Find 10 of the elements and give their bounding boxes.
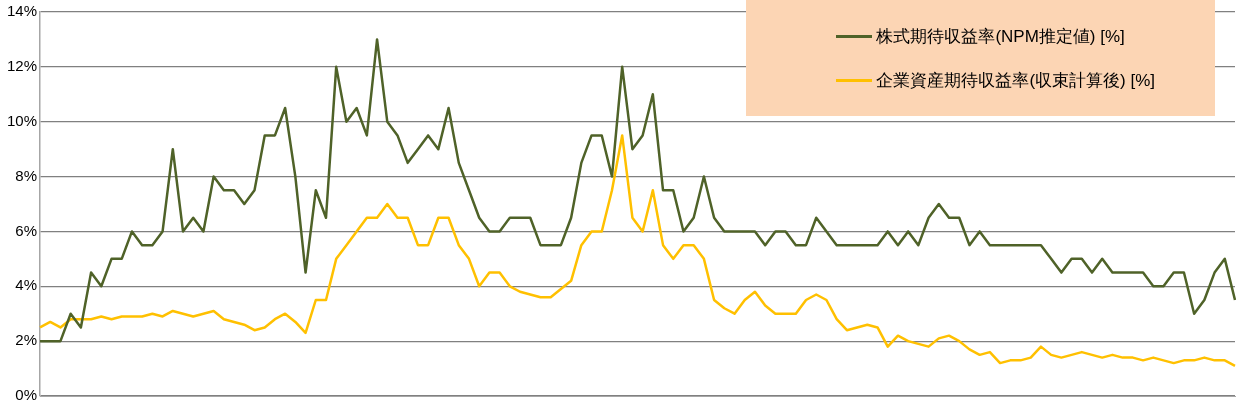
y-tick-label: 8%	[15, 166, 38, 184]
y-tick-label: 6%	[15, 221, 38, 239]
y-tick-label: 14%	[6, 2, 38, 20]
y-tick-label: 10%	[6, 111, 38, 129]
y-tick-label: 4%	[15, 276, 38, 294]
y-tick-label: 12%	[6, 57, 38, 74]
y-tick-label: 2%	[15, 331, 38, 349]
legend-label: 企業資産期待収益率(収束計算後) [%]	[876, 69, 1155, 92]
y-tick-label: 0%	[15, 386, 38, 404]
legend-label: 株式期待収益率(NPM推定値) [%]	[876, 25, 1125, 48]
